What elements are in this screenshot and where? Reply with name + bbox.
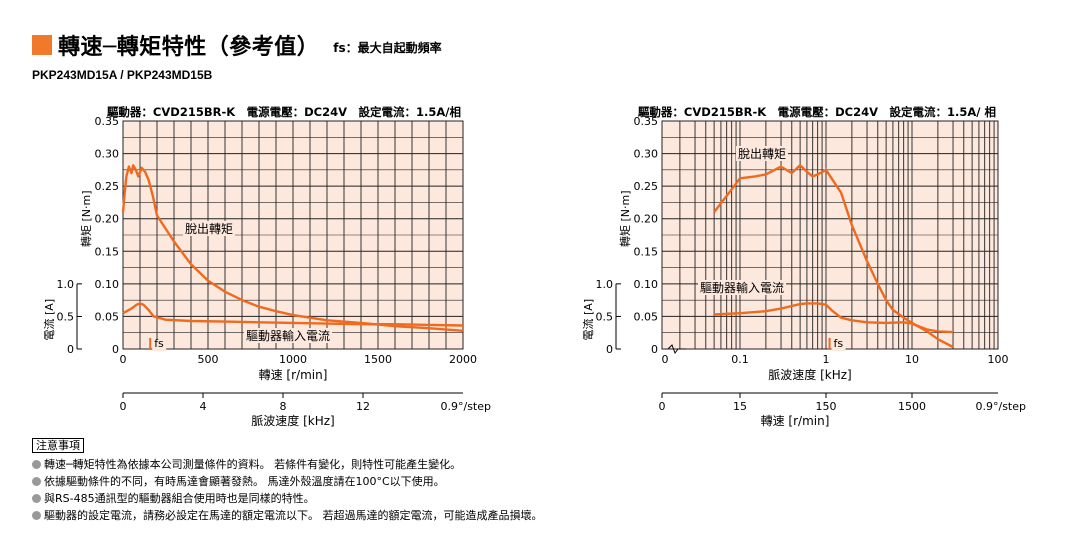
notes: 注意事項 轉速─轉矩特性為依據本公司測量條件的資料。 若條件有變化，則特性可能產…: [32, 437, 543, 524]
x-tick-label: 2000: [449, 353, 477, 366]
y-axis-label: 轉矩 [N·m]: [80, 190, 93, 247]
secondary-x-axis-label: 轉速 [r/min]: [761, 414, 830, 428]
pullout-torque-label: 脫出轉矩: [738, 146, 786, 161]
series-label-bg: [244, 328, 332, 343]
y-tick-label: 0.35: [95, 115, 120, 128]
secondary-x-tick-label: 1500: [898, 400, 926, 413]
y-tick-label: 0.10: [95, 278, 120, 291]
x-tick-label: 0: [662, 353, 669, 366]
x-tick-label: 1000: [279, 353, 307, 366]
x-axis-label: 轉速 [r/min]: [259, 368, 328, 382]
note-item: 驅動器的設定電流，請務必設定在馬達的額定電流以下。 若超過馬達的額定電流，可能造…: [32, 507, 543, 524]
secondary-x-tick-label: 0: [120, 400, 127, 413]
secondary-x-tick-label: 4: [200, 400, 207, 413]
fs-label: fs: [154, 337, 164, 350]
fs-label-bg: [152, 339, 167, 352]
y-tick-label: 0.35: [634, 115, 659, 128]
current-tick-label: 0.5: [596, 310, 614, 323]
chart-left: 0 0.05 0.10 0.15 0.20 0.25 0.30 0.35 0 0.5 1.0 轉矩 […: [42, 105, 492, 428]
x-tick-label: 0.1: [731, 353, 749, 366]
x-axis-label: 脈波速度 [kHz]: [768, 367, 851, 382]
current-tick-label: 0: [67, 343, 74, 356]
y-tick-label: 0.15: [95, 245, 120, 258]
title-square-icon: [32, 35, 52, 55]
secondary-x-suffix: 0.9°/step: [441, 400, 492, 413]
pullout-torque-label: 脫出轉矩: [185, 221, 233, 236]
fs-note: fs：最大自起動頻率: [333, 40, 442, 55]
input-current-line: [122, 302, 464, 327]
note-item: 與RS-485通訊型的驅動器組合使用時也是同樣的特性。: [32, 490, 543, 507]
y-tick-label: 0.30: [95, 148, 120, 161]
y-tick-label: 0: [651, 343, 658, 356]
secondary-x-tick-label: 8: [280, 400, 287, 413]
notes-heading: 注意事項: [32, 438, 84, 453]
current-axis-label: 電流 [A]: [581, 299, 595, 341]
current-tick-label: 1.0: [57, 278, 75, 291]
pullout-torque-line: [121, 164, 464, 332]
driver-spec: 驅動器：CVD215BR-K 電源電壓：DC24V 設定電流：1.5A/ 相: [638, 105, 996, 119]
fs-label-bg: [831, 339, 846, 352]
secondary-x-tick-label: 15: [733, 400, 747, 413]
y-tick-label: 0.20: [95, 213, 120, 226]
bullet-icon: [32, 511, 41, 520]
driver-spec: 驅動器：CVD215BR-K 電源電壓：DC24V 設定電流：1.5A/相: [107, 105, 461, 119]
y-tick-label: 0.05: [634, 310, 659, 323]
y-tick-label: 0.15: [634, 245, 659, 258]
y-tick-label: 0.20: [634, 213, 659, 226]
input-current-label: 驅動器輸入電流: [246, 328, 330, 343]
x-tick-label: 100: [988, 353, 1009, 366]
y-tick-label: 0.25: [95, 180, 120, 193]
note-text: 轉速─轉矩特性為依據本公司測量條件的資料。 若條件有變化，則特性可能產生變化。: [44, 458, 462, 471]
x-tick-label: 0: [120, 353, 127, 366]
current-axis-label: 電流 [A]: [42, 299, 56, 341]
page-title: 轉速─轉矩特性（參考值）: [58, 35, 320, 60]
bullet-icon: [32, 494, 41, 503]
x-tick-label: 1: [823, 353, 830, 366]
secondary-x-suffix: 0.9°/step: [976, 400, 1027, 413]
pullout-torque-line: [713, 164, 954, 349]
fs-label: fs: [834, 337, 844, 350]
series-label-bg: [736, 146, 788, 161]
y-tick-label: 0.05: [95, 310, 120, 323]
note-text: 依據驅動條件的不同，有時馬達會顯著發熱。 馬達外殼溫度請在100°C以下使用。: [44, 475, 445, 488]
secondary-x-tick-label: 0: [659, 400, 666, 413]
bullet-icon: [32, 460, 41, 469]
bullet-icon: [32, 477, 41, 486]
x-tick-label: 500: [198, 353, 219, 366]
secondary-x-tick-label: 150: [816, 400, 837, 413]
note-item: 依據驅動條件的不同，有時馬達會顯著發熱。 馬達外殼溫度請在100°C以下使用。: [32, 473, 543, 490]
input-current-line: [714, 302, 954, 334]
note-item: 轉速─轉矩特性為依據本公司測量條件的資料。 若條件有變化，則特性可能產生變化。: [32, 456, 543, 473]
note-text: 驅動器的設定電流，請務必設定在馬達的額定電流以下。 若超過馬達的額定電流，可能造…: [44, 509, 543, 522]
y-tick-label: 0.10: [634, 278, 659, 291]
x-tick-label: 10: [905, 353, 919, 366]
title-bar: 轉速─轉矩特性（參考值） fs：最大自起動頻率: [32, 30, 442, 60]
x-tick-label: 1500: [364, 353, 392, 366]
axis-break-icon: [667, 344, 686, 355]
model-name: PKP243MD15A / PKP243MD15B: [32, 68, 213, 82]
y-tick-label: 0.30: [634, 148, 659, 161]
series-label-bg: [183, 221, 235, 236]
current-tick-label: 0: [606, 343, 613, 356]
current-tick-label: 0.5: [57, 310, 75, 323]
secondary-x-tick-label: 12: [356, 400, 370, 413]
y-tick-label: 0: [112, 343, 119, 356]
y-tick-label: 0.25: [634, 180, 659, 193]
series-label-bg: [698, 280, 786, 295]
current-tick-label: 1.0: [596, 278, 614, 291]
input-current-label: 驅動器輸入電流: [700, 280, 784, 295]
note-text: 與RS-485通訊型的驅動器組合使用時也是同樣的特性。: [44, 492, 315, 505]
y-axis-label: 轉矩 [N·m]: [619, 190, 632, 247]
secondary-x-axis-label: 脈波速度 [kHz]: [251, 413, 334, 428]
